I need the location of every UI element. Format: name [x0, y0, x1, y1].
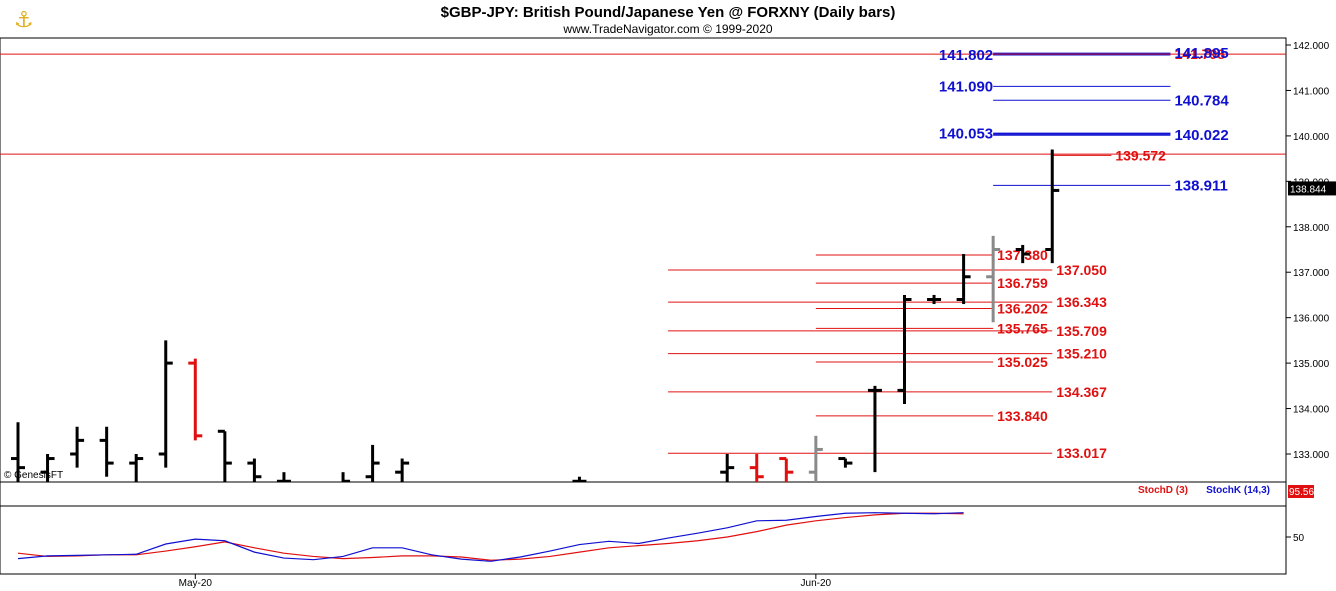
date-tick-label-0: May-20 [179, 578, 213, 589]
ohlc-bar-11 [365, 444, 380, 482]
ohlc-bar-18 [838, 457, 853, 468]
stoch-series-line-0 [17, 512, 964, 561]
chart-title: $GBP-JPY: British Pound/Japanese Yen @ F… [441, 4, 896, 21]
ohlc-bar-0 [11, 422, 25, 482]
ohlc-bar-17 [808, 435, 823, 482]
ohlc-bar-24 [1015, 244, 1030, 264]
stochk-legend: StochK (14,3) [1206, 485, 1270, 496]
red-level-label-13: 141.798 [1174, 46, 1225, 62]
price-tick-label-7: 135.000 [1293, 359, 1330, 370]
trader-figure-icon: ⚓ [14, 8, 34, 33]
red-level-label-7: 135.709 [1056, 323, 1107, 339]
ohlc-bar-25 [1045, 149, 1060, 264]
ohlc-bar-2 [70, 426, 85, 468]
price-tick-label-6: 136.000 [1293, 314, 1330, 325]
last-stoch-marker [1288, 485, 1314, 498]
red-level-label-8: 135.210 [1056, 346, 1107, 362]
price-tick-label-9: 133.000 [1293, 450, 1330, 461]
ohlc-bar-7 [217, 429, 232, 482]
ohlc-bar-21 [927, 294, 942, 305]
ohlc-bar-14 [720, 454, 735, 482]
chart-subtitle: www.TradeNavigator.com © 1999-2020 [562, 22, 772, 36]
blue-level-label-5: 140.022 [1174, 127, 1228, 144]
ohlc-bar-23 [986, 235, 1001, 323]
ohlc-bar-4 [129, 454, 144, 482]
price-tick-label-2: 140.000 [1293, 132, 1330, 143]
ohlc-bar-3 [99, 426, 114, 477]
blue-level-label-4: 140.053 [939, 125, 993, 142]
ohlc-bar-8 [247, 458, 262, 482]
red-level-label-5: 136.202 [997, 300, 1048, 316]
ohlc-bar-1 [40, 454, 55, 482]
logo: ⚓ [14, 8, 34, 33]
red-level-label-6: 135.765 [997, 320, 1048, 336]
ohlc-bar-12 [395, 458, 410, 482]
price-tick-label-1: 141.000 [1293, 86, 1330, 97]
last-price-label: 138.844 [1290, 184, 1327, 195]
ohlc-bar-13 [572, 476, 587, 482]
ohlc-bar-15 [749, 454, 764, 482]
ohlc-bar-10 [341, 472, 351, 482]
red-level-label-4: 136.343 [1056, 294, 1107, 310]
ohlc-bar-16 [779, 457, 794, 482]
price-layers: 139.572137.380137.050136.759136.343136.2… [0, 45, 1286, 482]
stochd-legend: StochD (3) [1138, 485, 1188, 496]
price-tick-label-4: 138.000 [1293, 223, 1330, 234]
oscillator-pane [0, 481, 1287, 575]
watermark: © GenesisFT [4, 470, 63, 481]
ohlc-bar-19 [867, 385, 882, 473]
ohlc-bar-20 [897, 294, 912, 405]
red-level-label-0: 139.572 [1115, 147, 1166, 163]
red-level-label-11: 133.840 [997, 408, 1048, 424]
price-pane [0, 37, 1287, 483]
price-tick-label-0: 142.000 [1293, 41, 1330, 52]
red-level-label-12: 133.017 [1056, 445, 1107, 461]
blue-level-label-6: 138.911 [1174, 177, 1227, 194]
osc-tick-label-0: 50 [1293, 533, 1305, 544]
ohlc-bar-9 [276, 472, 291, 482]
price-tick-label-8: 134.000 [1293, 405, 1330, 416]
red-level-label-10: 134.367 [1056, 384, 1107, 400]
blue-level-label-0: 141.895 [1174, 45, 1228, 62]
ohlc-bar-5 [158, 340, 173, 468]
last-stoch-label: 95.56 [1289, 487, 1314, 498]
oscillator-layers [17, 512, 964, 562]
blue-level-label-1: 141.802 [939, 47, 993, 64]
blue-level-label-3: 140.784 [1174, 92, 1229, 109]
date-tick-label-1: Jun-20 [801, 578, 832, 589]
red-level-label-9: 135.025 [997, 354, 1048, 370]
axis-layers: 142.000141.000140.000139.000138.000137.0… [179, 41, 1336, 589]
ohlc-bar-6 [188, 358, 203, 441]
red-level-label-3: 136.759 [997, 275, 1048, 291]
price-tick-label-5: 137.000 [1293, 268, 1330, 279]
stoch-series-line-1 [17, 512, 964, 562]
red-level-label-2: 137.050 [1056, 262, 1107, 278]
ohlc-bar-22 [956, 254, 971, 305]
blue-level-label-2: 141.090 [939, 78, 993, 95]
last-price-marker [1288, 181, 1336, 196]
